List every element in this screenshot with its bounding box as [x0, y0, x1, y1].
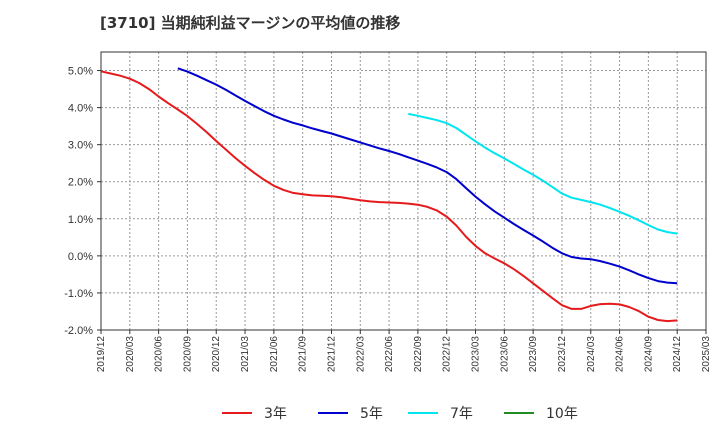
x-tick-label: 2020/12 [211, 336, 222, 373]
legend-item: 3年 [222, 406, 287, 422]
x-tick-label: 2021/03 [240, 336, 251, 373]
series-lines [100, 67, 678, 323]
legend-label: 10年 [546, 406, 578, 422]
y-axis-ticks: 5.0% 4.0% 3.0% 2.0% 1.0% 0.0% -1.0% -2.0% [64, 66, 101, 337]
x-axis-ticks: 2019/12 2020/03 2020/06 2020/09 2020/12 2021/… [96, 330, 712, 372]
x-tick-label: 2020/09 [182, 336, 193, 373]
legend-item: 5年 [318, 406, 383, 422]
x-tick-label: 2020/06 [154, 336, 165, 373]
x-tick-label: 2025/03 [701, 336, 712, 373]
x-tick-label: 2022/09 [413, 336, 424, 373]
x-tick-label: 2023/12 [557, 336, 568, 373]
x-tick-label: 2023/03 [471, 336, 482, 373]
legend-item: 7年 [408, 406, 473, 422]
legend-label: 5年 [360, 406, 383, 422]
x-tick-label: 2021/12 [326, 336, 337, 373]
y-tick-label: 2.0% [68, 177, 93, 189]
x-tick-label: 2021/09 [298, 336, 309, 373]
x-tick-label: 2024/03 [586, 336, 597, 373]
y-tick-label: 4.0% [68, 103, 93, 115]
y-tick-label: 5.0% [68, 66, 93, 78]
x-tick-label: 2020/03 [125, 336, 136, 373]
y-tick-label: -2.0% [64, 325, 93, 337]
x-tick-label: 2024/06 [615, 336, 626, 373]
legend-label: 3年 [264, 406, 287, 422]
grid-lines [100, 52, 707, 331]
x-tick-label: 2022/06 [384, 336, 395, 373]
y-tick-label: -1.0% [64, 288, 93, 300]
legend-label: 7年 [450, 406, 473, 422]
x-tick-label: 2024/09 [643, 336, 654, 373]
y-tick-label: 1.0% [68, 214, 93, 226]
y-tick-label: 0.0% [68, 251, 93, 263]
chart-title: [3710] 当期純利益マージンの平均値の推移 [100, 14, 401, 32]
x-tick-label: 2023/06 [499, 336, 510, 373]
series-line-3年 [100, 70, 678, 323]
y-tick-label: 3.0% [68, 140, 93, 152]
x-tick-label: 2021/06 [269, 336, 280, 373]
series-line-7年 [408, 112, 678, 235]
x-tick-label: 2019/12 [96, 336, 107, 373]
plot-frame [100, 51, 707, 331]
legend-item: 10年 [504, 406, 578, 422]
legend: 3年 5年 7年 10年 [222, 406, 578, 422]
x-tick-label: 2022/12 [442, 336, 453, 373]
x-tick-label: 2022/03 [355, 336, 366, 373]
x-tick-label: 2024/12 [672, 336, 683, 373]
series-line-5年 [177, 67, 678, 285]
x-tick-label: 2023/09 [528, 336, 539, 373]
